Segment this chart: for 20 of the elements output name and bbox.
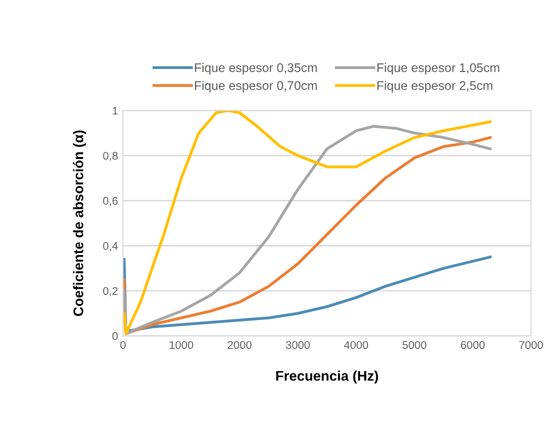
x-axis-title: Frecuencia (Hz) [276, 370, 378, 384]
x-tick-label: 3000 [286, 341, 310, 349]
legend-label: Fique espesor 1,05cm [377, 62, 500, 75]
y-tick-label: 0 [112, 332, 118, 340]
y-axis-title: Coeficiente de absorción (α) [72, 130, 86, 316]
y-tick-label: 0,8 [103, 152, 118, 162]
x-tick-label: 1000 [170, 341, 194, 349]
x-tick-label: 4000 [344, 341, 368, 349]
y-tick-label: 1 [112, 106, 118, 115]
x-tick-label: 2000 [228, 341, 252, 349]
x-tick-label: 7000 [519, 341, 543, 349]
x-tick-label: 5000 [402, 341, 426, 349]
legend-label: Fique espesor 0,35cm [195, 62, 317, 75]
legend-label: Fique espesor 2,5cm [377, 80, 492, 92]
y-tick-label: 0,2 [103, 287, 118, 296]
x-tick-label: 6000 [460, 341, 485, 349]
y-tick-label: 0,4 [103, 242, 118, 252]
legend-label: Fique espesor 0,70cm [195, 80, 317, 92]
y-tick-label: 0,6 [103, 196, 118, 206]
x-tick-label: 0 [120, 341, 126, 349]
